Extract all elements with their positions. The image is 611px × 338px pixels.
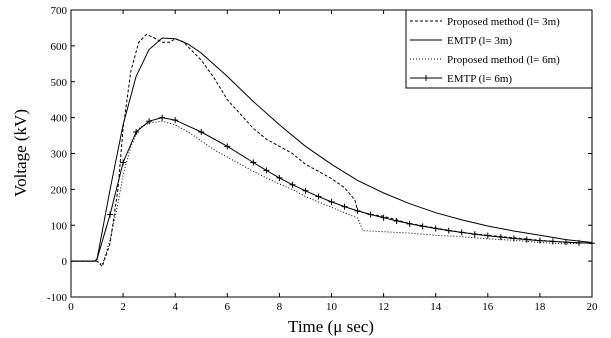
data-point-marker: [107, 211, 114, 218]
x-tick-label: 20: [587, 301, 599, 313]
data-point-marker: [549, 238, 556, 245]
legend-entry: EMTP (l= 3m): [410, 35, 512, 47]
data-point-marker: [198, 128, 205, 135]
data-series: [71, 33, 595, 268]
data-point-marker: [393, 217, 400, 224]
y-tick-label: 200: [51, 184, 68, 196]
x-tick-label: 6: [225, 301, 231, 313]
data-point-marker: [250, 159, 257, 166]
data-point-marker: [589, 240, 595, 247]
x-tick-label: 14: [430, 301, 442, 313]
x-tick-label: 16: [482, 301, 494, 313]
x-tick-label: 2: [120, 301, 126, 313]
data-point-marker: [341, 203, 348, 210]
legend-entry: Proposed method (l= 6m): [410, 54, 560, 66]
data-point-marker: [406, 220, 413, 227]
data-point-marker: [120, 159, 127, 166]
data-point-marker: [497, 234, 504, 241]
data-point-marker: [510, 235, 517, 242]
y-tick-label: 100: [51, 220, 68, 232]
data-point-marker: [133, 128, 140, 135]
series-line: [71, 37, 593, 262]
x-tick-label: 0: [68, 301, 74, 313]
x-axis-label: Time (μ sec): [288, 317, 374, 336]
data-point-marker: [380, 214, 387, 221]
data-point-marker: [159, 114, 166, 121]
series-line: [71, 33, 593, 268]
data-point-marker: [276, 174, 283, 181]
data-point-marker: [354, 207, 361, 214]
data-point-marker: [172, 117, 179, 124]
data-point-marker: [302, 187, 309, 194]
data-point-marker: [263, 167, 270, 174]
legend-entry: Proposed method (l= 3m): [410, 16, 560, 28]
data-point-marker: [328, 198, 335, 205]
series-2: [71, 37, 593, 262]
y-tick-label: -100: [47, 292, 68, 304]
x-tick-label: 18: [534, 301, 546, 313]
data-point-marker: [432, 225, 439, 232]
data-point-marker: [575, 239, 582, 246]
data-point-marker: [536, 237, 543, 244]
legend-label: Proposed method (l= 3m): [447, 16, 560, 28]
data-point-marker: [562, 239, 569, 246]
legend-entry: EMTP (l= 6m): [410, 73, 512, 85]
y-tick-label: 400: [51, 113, 68, 125]
data-point-marker: [367, 211, 374, 218]
legend-label: Proposed method (l= 6m): [447, 54, 560, 66]
data-point-marker: [471, 231, 478, 238]
legend-label: EMTP (l= 6m): [447, 73, 512, 85]
data-point-marker: [458, 229, 465, 236]
legend-label: EMTP (l= 3m): [447, 35, 512, 47]
data-point-marker: [523, 236, 530, 243]
data-point-marker: [419, 223, 426, 230]
data-point-marker: [315, 193, 322, 200]
y-axis-label: Voltage (kV): [11, 109, 30, 197]
axis-ticks: 0 2 4 6 8 10 12 14 16 18 20-1000100200300400500600…: [47, 5, 598, 313]
legend-marker: [423, 75, 429, 81]
x-tick-label: 8: [277, 301, 283, 313]
x-tick-label: 12: [378, 301, 389, 313]
y-tick-label: 300: [51, 149, 68, 161]
x-tick-label: 10: [326, 301, 338, 313]
data-point-marker: [445, 227, 452, 234]
y-tick-label: 600: [51, 41, 68, 53]
y-tick-label: 0: [62, 256, 68, 268]
legend: Proposed method (l= 3m) EMTP (l= 3m) Propo…: [405, 9, 593, 89]
y-tick-label: 700: [51, 5, 68, 17]
data-point-marker: [224, 143, 231, 150]
series-1: [71, 33, 593, 268]
data-point-marker: [484, 232, 491, 239]
legend-box: [405, 9, 593, 89]
y-tick-label: 500: [51, 77, 68, 89]
x-tick-label: 4: [172, 301, 178, 313]
data-point-marker: [289, 181, 296, 188]
data-point-marker: [146, 118, 153, 125]
series-4: [71, 114, 595, 262]
